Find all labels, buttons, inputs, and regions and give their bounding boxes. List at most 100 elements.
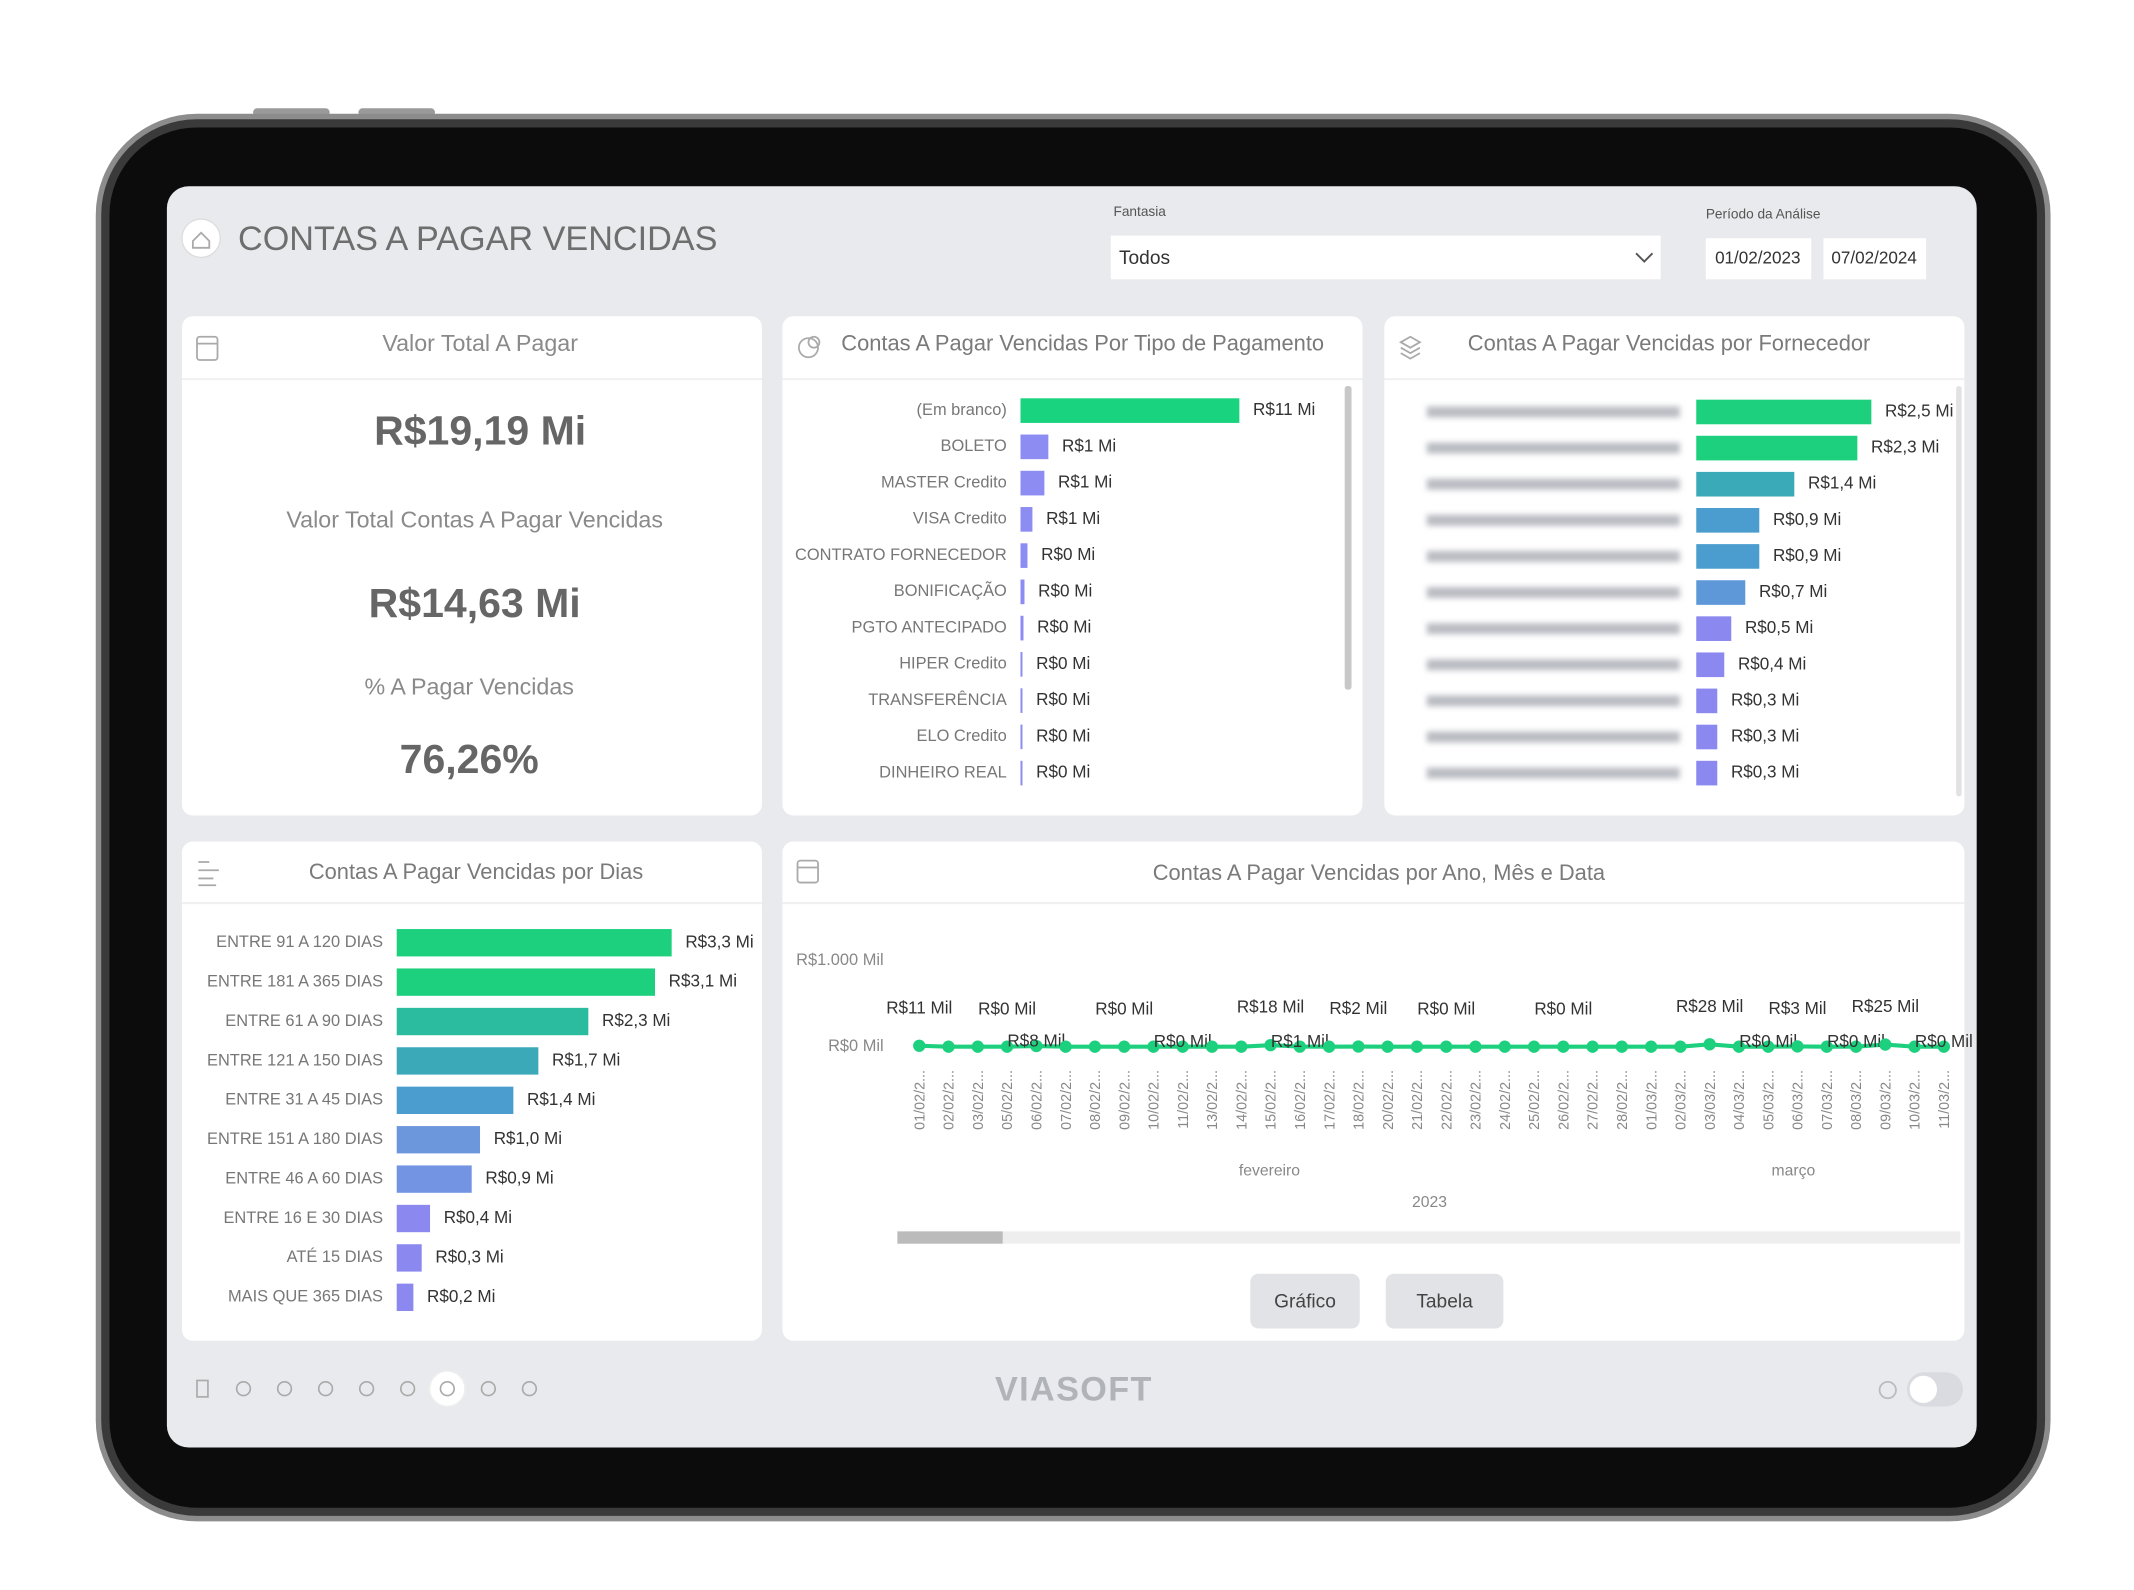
x-tick-label: 23/02/2... [1469, 1070, 1485, 1130]
bar [1020, 579, 1025, 605]
point [1469, 1040, 1482, 1053]
value-label: R$18 Mil [1237, 998, 1304, 1017]
year-label: 2023 [1412, 1194, 1447, 1211]
x-tick-label: 07/03/2... [1820, 1070, 1836, 1130]
value-label: R$1 Mil [1271, 1032, 1329, 1051]
point [1322, 1040, 1336, 1053]
value-label: R$1,4 Mi [527, 1090, 595, 1109]
view-button-label: Gráfico [1274, 1292, 1336, 1313]
value-label: R$0 Mil [1739, 1032, 1797, 1051]
kpi-total: R$19,19 Mi [374, 408, 586, 454]
value-label: R$28 Mil [1676, 997, 1743, 1016]
bar [1020, 398, 1240, 423]
point [1352, 1040, 1365, 1053]
point [1235, 1040, 1248, 1053]
x-tick-label: 26/02/2... [1556, 1070, 1572, 1130]
value-label: R$1,7 Mi [552, 1050, 620, 1069]
scrollbar[interactable] [1344, 385, 1352, 690]
x-tick-label: 22/02/2... [1439, 1070, 1455, 1130]
value-label: R$0,2 Mi [427, 1287, 495, 1306]
value-label: R$0 Mil [1827, 1032, 1885, 1051]
payment-panel [782, 316, 1363, 816]
scroll-thumb[interactable] [897, 1231, 1003, 1244]
panel-title: Contas A Pagar Vencidas por Dias [309, 859, 643, 884]
value-label: R$0,4 Mi [444, 1208, 512, 1227]
point [1498, 1040, 1511, 1053]
value-label: R$0 Mi [1036, 654, 1090, 673]
month-label: fevereiro [1239, 1162, 1300, 1179]
filter-label: Fantasia [1114, 204, 1167, 219]
category-label: BONIFICAÇÃO [894, 580, 1007, 600]
bar [396, 1165, 472, 1193]
blurred-label [1426, 514, 1680, 526]
value-label: R$0,4 Mi [1738, 654, 1806, 673]
category-label: VISA Credito [913, 510, 1007, 528]
x-tick-label: 28/02/2... [1615, 1070, 1631, 1130]
point [913, 1039, 926, 1052]
category-label: ENTRE 121 A 150 DIAS [207, 1051, 383, 1069]
kpi-panel [181, 316, 762, 816]
category-label: ENTRE 91 A 120 DIAS [216, 933, 383, 951]
value-label: R$0 Mil [978, 999, 1036, 1018]
view-button[interactable] [1250, 1273, 1360, 1329]
point [1732, 1040, 1746, 1053]
value-label: R$0 Mil [1915, 1032, 1973, 1051]
filter-dropdown[interactable] [1110, 235, 1661, 280]
bar [1696, 616, 1732, 641]
x-tick-label: 16/02/2... [1293, 1070, 1309, 1130]
blurred-label [1426, 550, 1680, 562]
value-label: R$1,0 Mi [494, 1129, 562, 1148]
blurred-label [1426, 767, 1680, 779]
blurred-label [1426, 731, 1680, 743]
kpi-overdue-title: Valor Total Contas A Pagar Vencidas [286, 507, 663, 533]
point [1908, 1040, 1921, 1053]
end-date-box[interactable] [1823, 238, 1927, 280]
point [1937, 1040, 1951, 1053]
value-label: R$0,9 Mi [1773, 510, 1841, 529]
value-label: R$0 Mil [1095, 999, 1153, 1018]
point [1410, 1040, 1424, 1053]
theme-icon [1878, 1380, 1897, 1400]
point [1205, 1040, 1219, 1053]
page-title: CONTAS A PAGAR VENCIDAS [238, 220, 717, 258]
bar [1696, 508, 1760, 533]
category-label: ENTRE 31 A 45 DIAS [225, 1091, 383, 1109]
home-button[interactable] [181, 218, 221, 259]
point [1791, 1040, 1804, 1053]
scrollbar[interactable] [1956, 385, 1962, 797]
kpi-pct-title: % A Pagar Vencidas [365, 673, 574, 699]
point [1557, 1040, 1570, 1053]
x-tick-label: 10/03/2... [1908, 1070, 1924, 1130]
point [942, 1040, 955, 1053]
toggle-knob [1909, 1375, 1938, 1404]
value-label: R$0 Mi [1036, 690, 1090, 709]
bar [396, 1283, 414, 1311]
point [1088, 1040, 1102, 1053]
kpi-title: Valor Total A Pagar [382, 330, 578, 356]
point [1615, 1040, 1628, 1053]
category-label: MASTER Credito [881, 473, 1007, 491]
bar [1020, 652, 1023, 677]
bar [396, 1244, 422, 1272]
bar [1020, 615, 1024, 641]
x-tick-label: 11/02/2... [1176, 1070, 1192, 1129]
x-tick-label: 14/02/2... [1234, 1070, 1250, 1130]
value-label: R$0,3 Mi [435, 1247, 503, 1266]
value-label: R$25 Mil [1852, 997, 1919, 1016]
bar [396, 929, 672, 957]
value-label: R$0 Mi [1036, 726, 1090, 745]
value-label: R$11 Mil [886, 998, 952, 1017]
bar [1020, 434, 1049, 460]
x-tick-label: 15/02/2... [1264, 1070, 1280, 1130]
x-tick-label: 05/02/2... [1000, 1070, 1016, 1130]
point [1586, 1040, 1599, 1053]
view-button[interactable] [1385, 1273, 1504, 1329]
x-tick-label: 03/03/2... [1703, 1070, 1719, 1130]
start-date-box[interactable] [1705, 238, 1812, 280]
x-tick-label: 09/03/2... [1878, 1070, 1894, 1130]
value-label: R$0,3 Mi [1731, 690, 1799, 709]
value-label: R$0,3 Mi [1731, 763, 1799, 782]
x-tick-label: 03/02/2... [971, 1070, 987, 1130]
x-tick-label: 20/02/2... [1381, 1070, 1397, 1130]
